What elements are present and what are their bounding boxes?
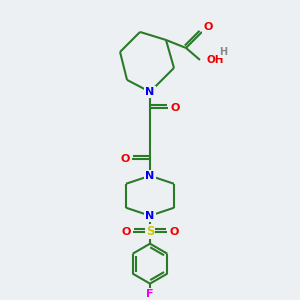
Text: H: H	[219, 47, 227, 57]
Text: S: S	[146, 225, 154, 238]
Text: O: O	[121, 227, 131, 237]
Text: N: N	[146, 87, 154, 97]
Text: OH: OH	[207, 55, 224, 65]
Text: F: F	[146, 289, 154, 298]
Text: O: O	[169, 227, 179, 237]
Text: O: O	[170, 103, 180, 113]
Text: O: O	[120, 154, 130, 164]
Text: N: N	[146, 171, 154, 181]
Text: N: N	[146, 211, 154, 221]
Text: O: O	[203, 22, 213, 32]
